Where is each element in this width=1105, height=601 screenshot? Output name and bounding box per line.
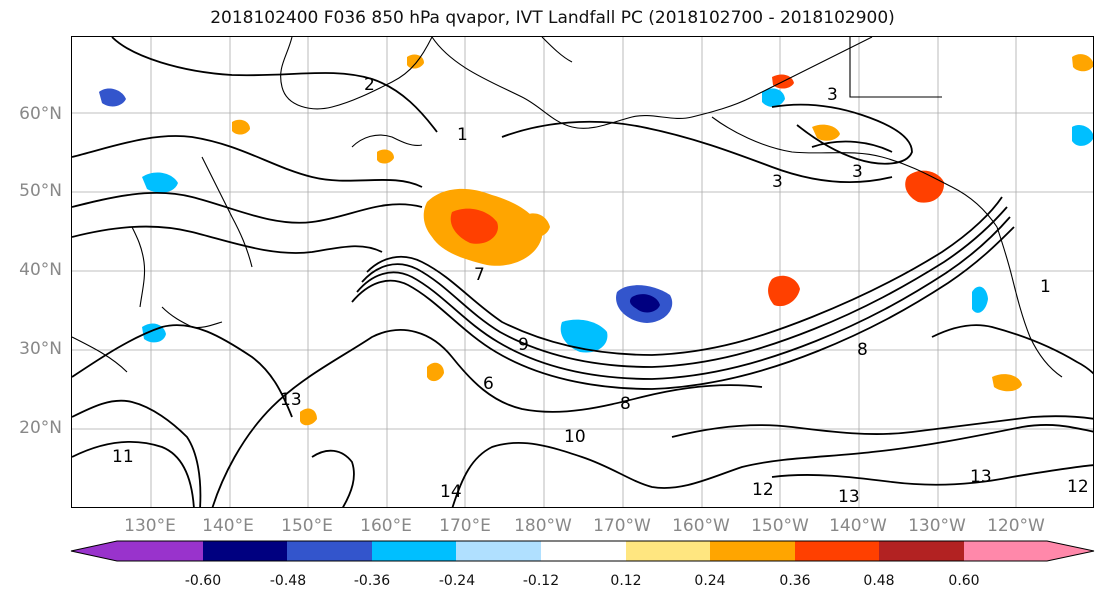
lat-label-30n: 30°N <box>19 339 62 359</box>
lon-label-130e: 130°E <box>124 516 176 536</box>
contour-label: 11 <box>112 447 134 467</box>
lon-label-120w: 120°W <box>987 516 1045 536</box>
colorbar-segment <box>879 541 964 561</box>
colorbar-tick: 0.48 <box>863 573 895 589</box>
lon-label-140e: 140°E <box>202 516 254 536</box>
figure-title: 2018102400 F036 850 hPa qvapor, IVT Land… <box>210 8 895 28</box>
contour-label: 6 <box>483 374 494 394</box>
map-canvas: 2 3 3 3 1 9 7 8 6 13 10 14 13 12 11 13 1… <box>72 37 1093 507</box>
contour-label: 14 <box>440 482 462 502</box>
contour-label: 1 <box>1040 277 1051 297</box>
contour-label: 3 <box>827 85 838 105</box>
colorbar-extend-max <box>1047 541 1094 561</box>
colorbar-tick: 0.24 <box>694 573 726 589</box>
coastlines <box>72 37 1063 378</box>
lat-label-40n: 40°N <box>19 260 62 280</box>
lat-label-20n: 20°N <box>19 418 62 438</box>
lon-label-160e: 160°E <box>360 516 412 536</box>
contour-label: 8 <box>857 340 868 360</box>
lon-label-140w: 140°W <box>829 516 887 536</box>
colorbar-tick: 0.12 <box>610 573 642 589</box>
contour-label: 2 <box>364 75 375 95</box>
colorbar-tick: 0.60 <box>948 573 980 589</box>
colorbar-extend-min <box>71 541 117 561</box>
contour-label: 10 <box>564 427 586 447</box>
shaded-anomaly-patches <box>99 54 1093 426</box>
colorbar-segments <box>71 541 1094 561</box>
contour-label: 9 <box>518 335 529 355</box>
colorbar-tick: -0.60 <box>184 573 222 589</box>
contour-label-group: 2 3 3 3 1 9 7 8 6 13 10 14 13 12 11 13 1… <box>112 75 1089 507</box>
colorbar <box>70 540 1095 562</box>
colorbar-outline <box>70 540 1095 562</box>
colorbar-segment <box>456 541 541 561</box>
contour-label: 1 <box>457 125 468 145</box>
colorbar-tick: 0.36 <box>779 573 811 589</box>
contour-label: 12 <box>752 480 774 500</box>
lon-label-130w: 130°W <box>908 516 966 536</box>
colorbar-tick: -0.12 <box>522 573 560 589</box>
colorbar-tick: -0.48 <box>269 573 307 589</box>
colorbar-segment <box>964 541 1047 561</box>
lon-label-160w: 160°W <box>672 516 730 536</box>
colorbar-segment <box>626 541 710 561</box>
colorbar-tick: -0.24 <box>438 573 476 589</box>
lat-label-60n: 60°N <box>19 104 62 124</box>
lat-label-50n: 50°N <box>19 181 62 201</box>
lon-label-170w: 170°W <box>593 516 651 536</box>
colorbar-tick: -0.36 <box>353 573 391 589</box>
colorbar-segment <box>203 541 287 561</box>
map-panel: 2 3 3 3 1 9 7 8 6 13 10 14 13 12 11 13 1… <box>71 36 1094 508</box>
lon-label-150w: 150°W <box>751 516 809 536</box>
colorbar-segment <box>795 541 879 561</box>
contour-label: 12 <box>1067 477 1089 497</box>
contour-label: 7 <box>474 265 485 285</box>
colorbar-segment <box>117 541 203 561</box>
colorbar-segment <box>710 541 795 561</box>
lon-label-170e: 170°E <box>439 516 491 536</box>
contour-label: 13 <box>838 487 860 507</box>
contour-lines <box>72 37 1093 507</box>
contour-label: 13 <box>280 390 302 410</box>
contour-label: 8 <box>620 394 631 414</box>
colorbar-segment <box>372 541 456 561</box>
lon-label-180w: 180°W <box>514 516 572 536</box>
colorbar-segment <box>541 541 626 561</box>
contour-label: 3 <box>772 172 783 192</box>
contour-label: 3 <box>852 162 863 182</box>
colorbar-segment <box>287 541 372 561</box>
contour-label: 13 <box>970 467 992 487</box>
lon-label-150e: 150°E <box>281 516 333 536</box>
